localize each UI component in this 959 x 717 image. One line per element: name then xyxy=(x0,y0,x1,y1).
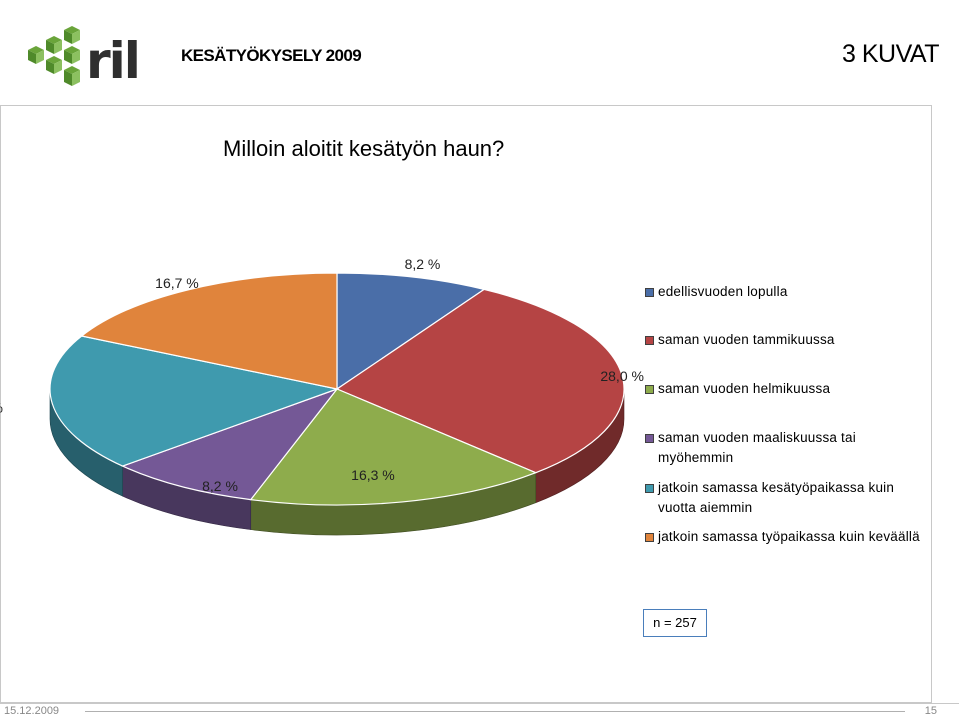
legend-swatch xyxy=(645,336,654,345)
pie-data-label: 16,3 % xyxy=(351,467,395,483)
pie-data-label: 8,2 % xyxy=(405,256,441,272)
section-title: 3 KUVAT xyxy=(842,40,940,68)
slide-frame xyxy=(0,105,932,703)
legend-swatch xyxy=(645,533,654,542)
footer-rule xyxy=(85,711,905,712)
legend-label: jatkoin samassa kesätyöpaikassa kuin vuo… xyxy=(658,480,895,515)
pie-data-label: 28,0 % xyxy=(600,368,644,384)
pie-data-label: 8,2 % xyxy=(202,478,238,494)
pie-tops xyxy=(49,272,625,506)
legend-label: saman vuoden maaliskuussa tai myöhemmin xyxy=(658,430,856,465)
pie-sides xyxy=(49,388,625,536)
pie-slice xyxy=(249,388,538,506)
pie-slice xyxy=(335,288,625,474)
legend-swatch xyxy=(645,484,654,493)
legend-label: saman vuoden tammikuussa xyxy=(658,332,835,347)
legend-swatch xyxy=(645,288,654,297)
footer-divider xyxy=(0,703,959,704)
pie-slice xyxy=(336,272,486,391)
legend-label: edellisvuoden lopulla xyxy=(658,284,788,299)
pie-data-labels: 8,2 % 28,0 % 16,3 % 8,2 % 18,3 % 16,7 % xyxy=(0,256,644,494)
page-number: 15 xyxy=(924,705,937,717)
pie-slice xyxy=(80,272,338,390)
legend-swatch xyxy=(645,385,654,394)
logo-cube-mark xyxy=(28,26,80,86)
pie-data-label: 18,3 % xyxy=(0,399,3,415)
legend-label: saman vuoden helmikuussa xyxy=(658,381,831,396)
sample-size-box: n = 257 xyxy=(643,609,707,637)
pie-data-label: 16,7 % xyxy=(155,275,199,291)
legend-label: jatkoin samassa työpaikassa kuin kevääll… xyxy=(658,529,920,544)
logo-text: ril xyxy=(86,32,139,90)
footer-date: 15.12.2009 xyxy=(4,705,60,717)
pie-slice xyxy=(120,387,339,501)
pie-slice xyxy=(49,335,340,467)
chart-title: Milloin aloitit kesätyön haun? xyxy=(223,136,505,161)
header-title: KESÄTYÖKYSELY 2009 xyxy=(181,46,362,65)
ril-logo: ril xyxy=(28,26,141,90)
legend-swatch xyxy=(645,434,654,443)
